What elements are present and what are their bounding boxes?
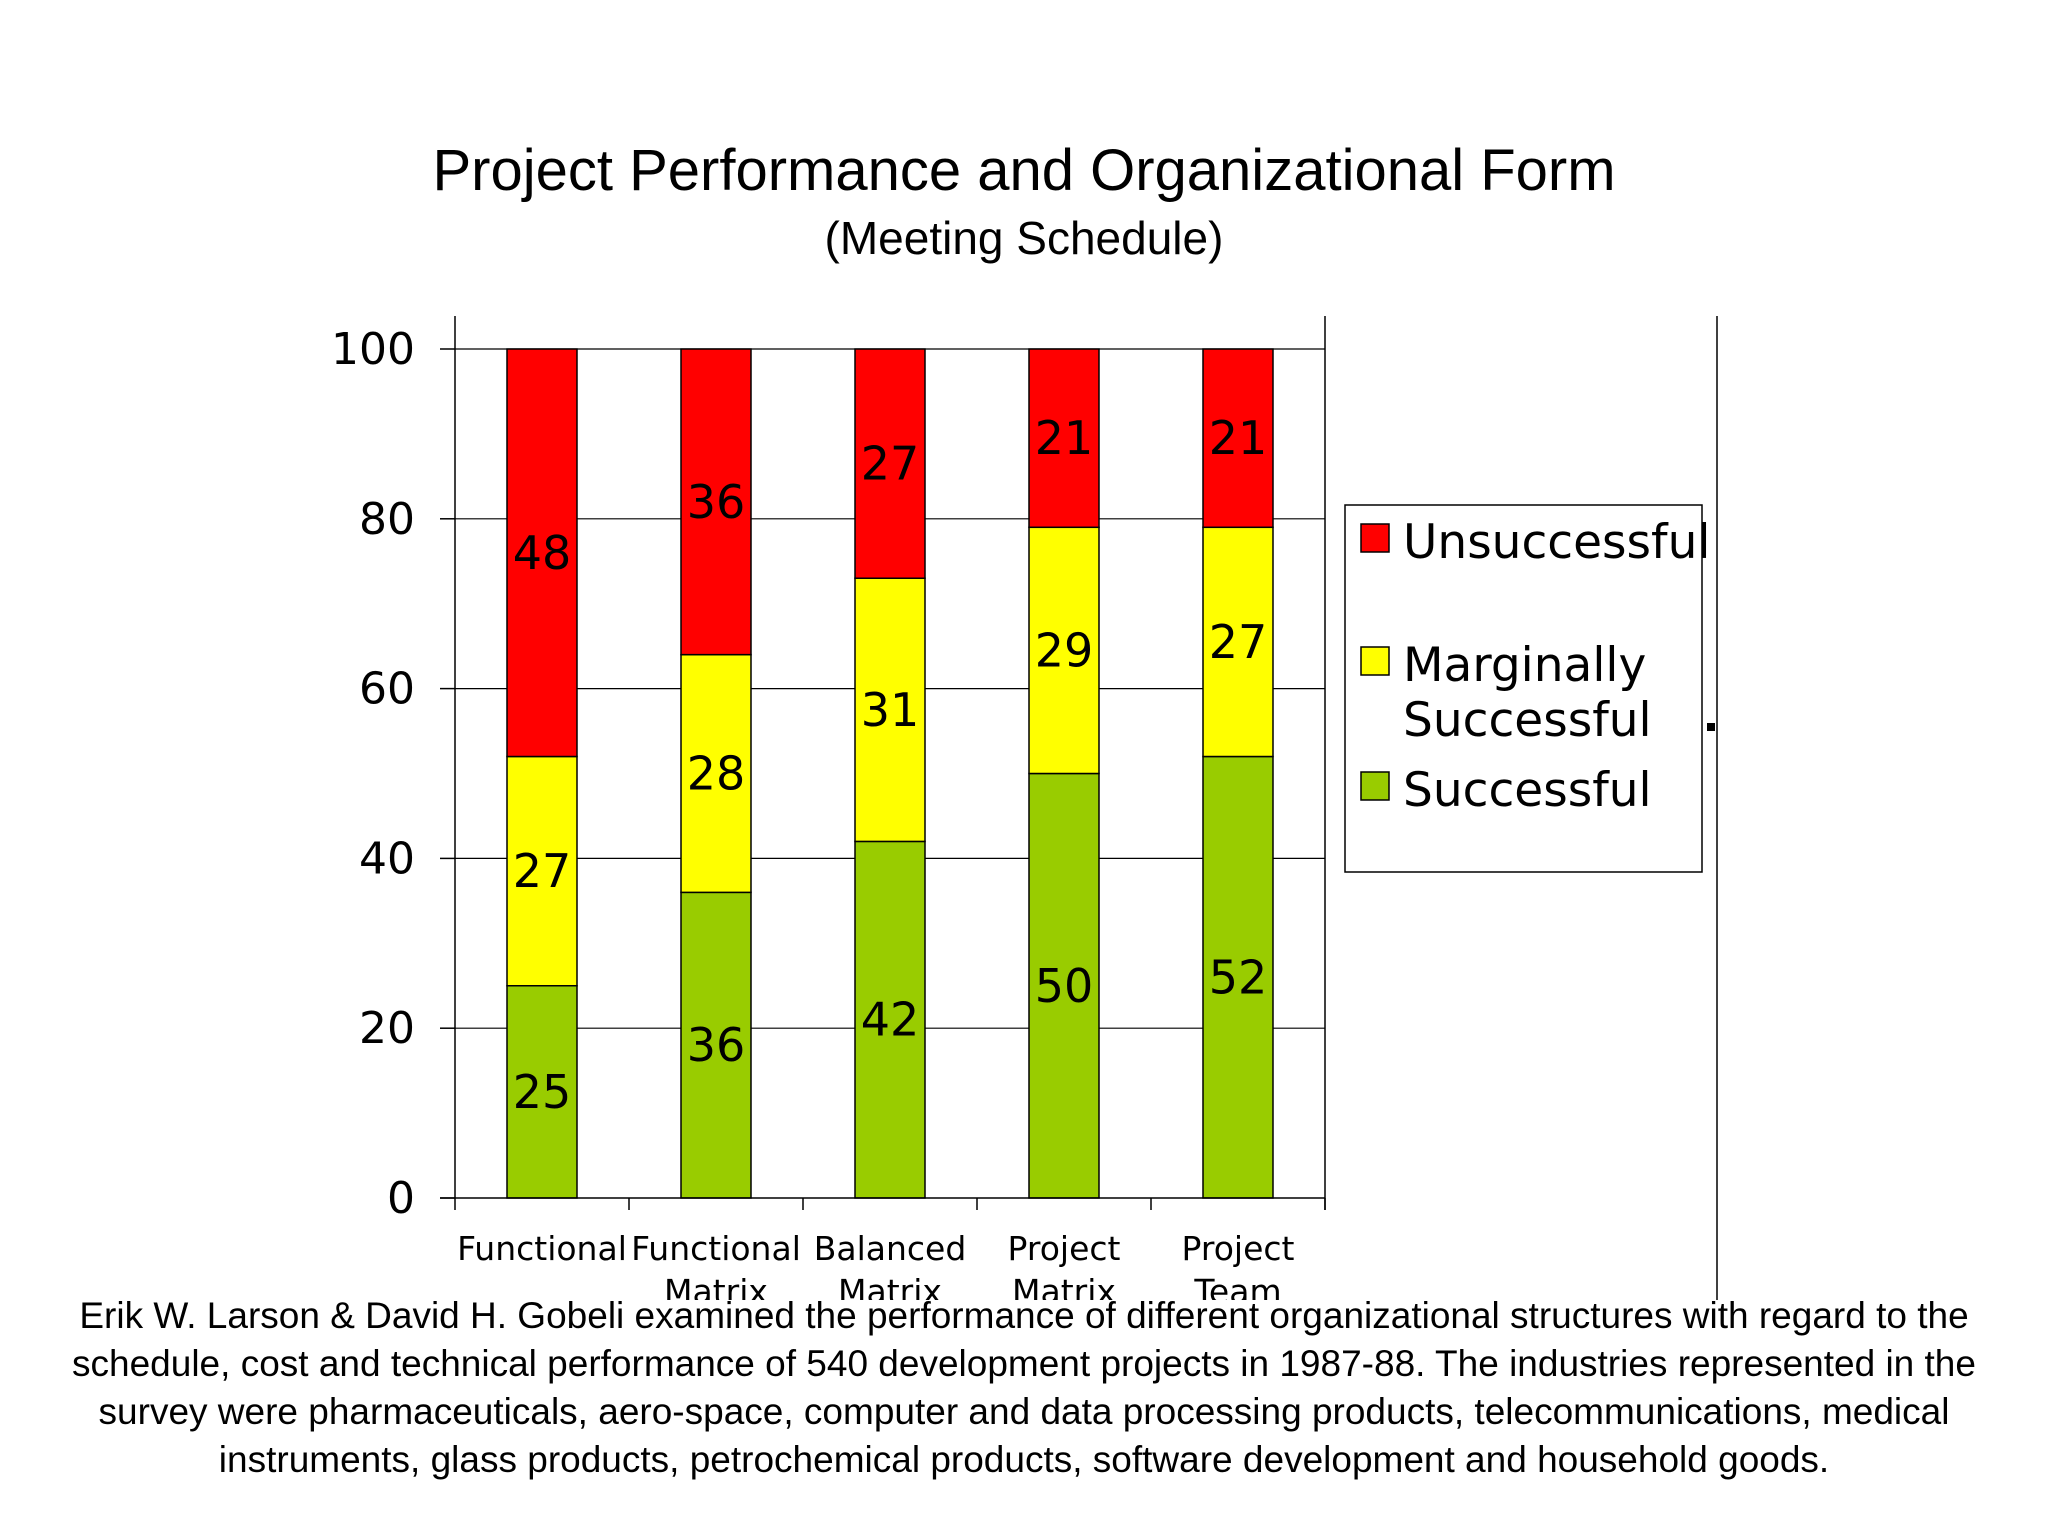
legend-swatch	[1360, 523, 1390, 553]
data-label: 28	[687, 747, 746, 801]
data-label: 36	[687, 475, 746, 529]
bar-segment	[680, 891, 752, 1199]
bar-segment	[680, 348, 752, 656]
bar-segment	[1202, 755, 1274, 1199]
legend-label: Unsuccessful	[1403, 515, 1710, 570]
bar-segment	[506, 755, 578, 987]
x-tick-label: Matrix	[664, 1272, 768, 1300]
data-label: 27	[861, 437, 920, 491]
data-label: 42	[861, 993, 920, 1047]
data-label: 52	[1209, 950, 1268, 1004]
bar-segment	[506, 985, 578, 1199]
stacked-bar-chart: 25 27 48 36 28 36 42 31 27 50 29 21 52 27 21 0 20 40 60 80…	[331, 316, 1718, 1300]
x-tick-label: Matrix	[1012, 1272, 1116, 1300]
bar-segment	[1202, 348, 1274, 529]
data-label: 31	[861, 683, 920, 737]
legend-swatch	[1360, 771, 1390, 801]
data-label: 27	[513, 844, 572, 898]
bar-stacks	[506, 348, 1274, 1199]
bar-segment	[854, 348, 926, 579]
caption-text: Erik W. Larson & David H. Gobeli examine…	[72, 1295, 1976, 1480]
y-tick-label: 20	[359, 1003, 415, 1054]
y-tick-label: 60	[359, 664, 415, 715]
chart-title: Project Performance and Organizational F…	[432, 138, 1616, 203]
x-tick-label: Functional	[631, 1229, 801, 1268]
data-label: 25	[513, 1065, 572, 1119]
bar-segment	[680, 653, 752, 894]
legend: UnsuccessfulMarginallySuccessfulSuccessf…	[1344, 504, 1710, 873]
data-label: 21	[1209, 411, 1268, 465]
data-label: 36	[687, 1018, 746, 1072]
legend-box	[1344, 504, 1703, 873]
bar-segment	[1028, 526, 1100, 775]
legend-label: Successful	[1403, 693, 1652, 748]
axes: 0 20 40 60 80 100 Functional Functional Matrix Ba…	[331, 316, 1718, 1300]
bar-segment	[854, 577, 926, 843]
chart-subtitle: (Meeting Schedule)	[824, 212, 1224, 264]
y-tick-label: 0	[387, 1173, 415, 1224]
x-tick-label: Project	[1008, 1229, 1121, 1268]
y-tick-label: 40	[359, 833, 415, 884]
y-tick-label: 100	[331, 324, 415, 375]
x-tick-label: Matrix	[838, 1272, 942, 1300]
data-label: 21	[1035, 411, 1094, 465]
bar-segment	[1028, 772, 1100, 1199]
x-tick-label: Functional	[457, 1229, 627, 1268]
bar-segment	[506, 348, 578, 758]
data-label: 50	[1035, 959, 1094, 1013]
bar-segment	[1028, 348, 1100, 529]
data-label: 27	[1209, 615, 1268, 669]
divider-marker	[1707, 723, 1715, 731]
x-tick-label: Balanced	[814, 1229, 967, 1268]
legend-swatch	[1360, 646, 1390, 676]
x-tick-label: Project	[1182, 1229, 1295, 1268]
x-tick-label: Team	[1193, 1272, 1281, 1300]
data-labels: 25 27 48 36 28 36 42 31 27 50 29 21 52 27 21	[513, 411, 1268, 1119]
data-label: 29	[1035, 623, 1094, 677]
y-tick-label: 80	[359, 494, 415, 545]
legend-label: Marginally	[1403, 638, 1646, 693]
data-label: 48	[513, 526, 572, 580]
legend-label: Successful	[1403, 763, 1652, 818]
